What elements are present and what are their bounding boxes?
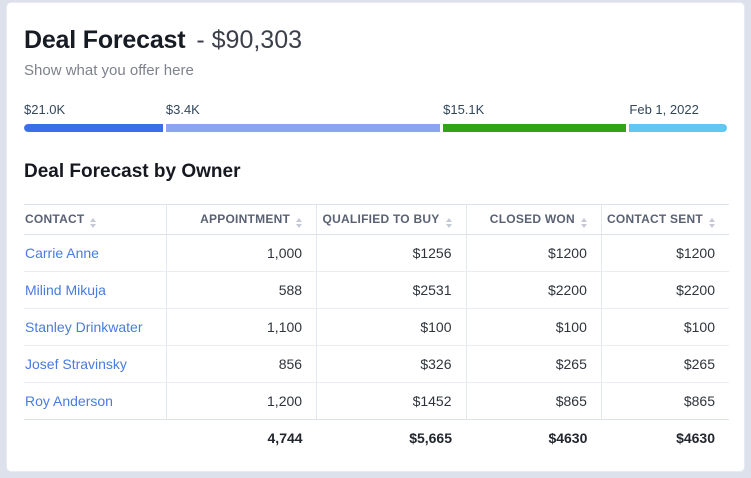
funnel-label-date: Feb 1, 2022 — [629, 102, 699, 117]
cell-contact-sent: $265 — [600, 345, 729, 383]
total-appointment: 4,744 — [267, 430, 303, 447]
total-contact-sent: $4630 — [676, 430, 715, 447]
cell-contact-sent: $100 — [600, 308, 729, 346]
cell-appointment: 856 — [165, 345, 317, 383]
cell-qualified: $1256 — [316, 234, 467, 272]
sort-icon[interactable] — [296, 217, 303, 228]
contact-link[interactable]: Josef Stravinsky — [25, 356, 127, 372]
total-qualified: $5,665 — [409, 430, 453, 447]
total-empty — [24, 420, 166, 457]
cell-appointment: 1,000 — [165, 234, 317, 272]
funnel-segment-4[interactable] — [629, 124, 728, 132]
card-header: Deal Forecast - $90,303 — [24, 26, 729, 55]
table-row: Roy Anderson 1,200 $1452 $865 $865 — [24, 382, 729, 420]
deal-forecast-table: Contact Appointment Qualified to Buy Clo… — [24, 204, 729, 457]
column-header-qualified[interactable]: Qualified to Buy — [316, 204, 467, 235]
column-header-contact[interactable]: Contact — [24, 204, 167, 235]
contact-link[interactable]: Milind Mikuja — [25, 282, 106, 298]
sort-icon[interactable] — [90, 217, 97, 228]
cell-contact-sent: $1200 — [600, 234, 729, 272]
sort-icon[interactable] — [580, 217, 587, 228]
page-title: Deal Forecast — [24, 26, 186, 54]
table-row: Josef Stravinsky 856 $326 $265 $265 — [24, 345, 729, 383]
cell-contact-sent: $2200 — [600, 271, 729, 309]
funnel-label-appointment: $21.0K — [24, 102, 66, 117]
total-closed-won: $4630 — [548, 430, 588, 447]
cell-appointment: 1,200 — [165, 382, 317, 420]
cell-closed-won: $865 — [465, 382, 602, 420]
funnel-segment-1[interactable] — [24, 124, 163, 132]
cell-appointment: 1,100 — [165, 308, 317, 346]
funnel-stage-labels: $21.0K $3.4K $15.1K Feb 1, 2022 — [24, 101, 729, 117]
cell-contact-sent: $865 — [600, 382, 729, 420]
column-header-closed-won[interactable]: Closed Won — [465, 204, 602, 235]
sort-icon[interactable] — [445, 217, 452, 228]
funnel-segment-3[interactable] — [443, 124, 627, 132]
funnel-segment-2[interactable] — [165, 124, 441, 132]
column-header-appointment[interactable]: Appointment — [165, 204, 317, 235]
cell-appointment: 588 — [165, 271, 317, 309]
cell-qualified: $100 — [316, 308, 467, 346]
cell-closed-won: $2200 — [465, 271, 602, 309]
page-subtitle: Show what you offer here — [24, 62, 194, 79]
section-title: Deal Forecast by Owner — [24, 161, 241, 182]
cell-qualified: $1452 — [316, 382, 467, 420]
funnel-label-closed-won: $15.1K — [443, 102, 485, 117]
forecast-total-value: - $90,303 — [196, 26, 303, 54]
cell-closed-won: $265 — [465, 345, 602, 383]
cell-closed-won: $100 — [465, 308, 602, 346]
cell-qualified: $326 — [316, 345, 467, 383]
table-totals-row: 4,744 $5,665 $4630 $4630 — [24, 420, 729, 457]
contact-link[interactable]: Roy Anderson — [25, 393, 113, 409]
cell-qualified: $2531 — [316, 271, 467, 309]
deal-forecast-card: Deal Forecast - $90,303 Show what you of… — [6, 2, 745, 472]
table-row: Stanley Drinkwater 1,100 $100 $100 $100 — [24, 308, 729, 346]
sort-icon[interactable] — [709, 217, 715, 228]
column-header-contact-sent[interactable]: Contact Sent — [600, 204, 729, 235]
contact-link[interactable]: Stanley Drinkwater — [25, 319, 143, 335]
table-row: Milind Mikuja 588 $2531 $2200 $2200 — [24, 271, 729, 309]
contact-link[interactable]: Carrie Anne — [25, 245, 99, 261]
table-row: Carrie Anne 1,000 $1256 $1200 $1200 — [24, 234, 729, 272]
cell-closed-won: $1200 — [465, 234, 602, 272]
table-header-row: Contact Appointment Qualified to Buy Clo… — [24, 204, 729, 235]
funnel-label-qualified: $3.4K — [165, 102, 200, 117]
funnel-progress-bar — [24, 124, 729, 132]
